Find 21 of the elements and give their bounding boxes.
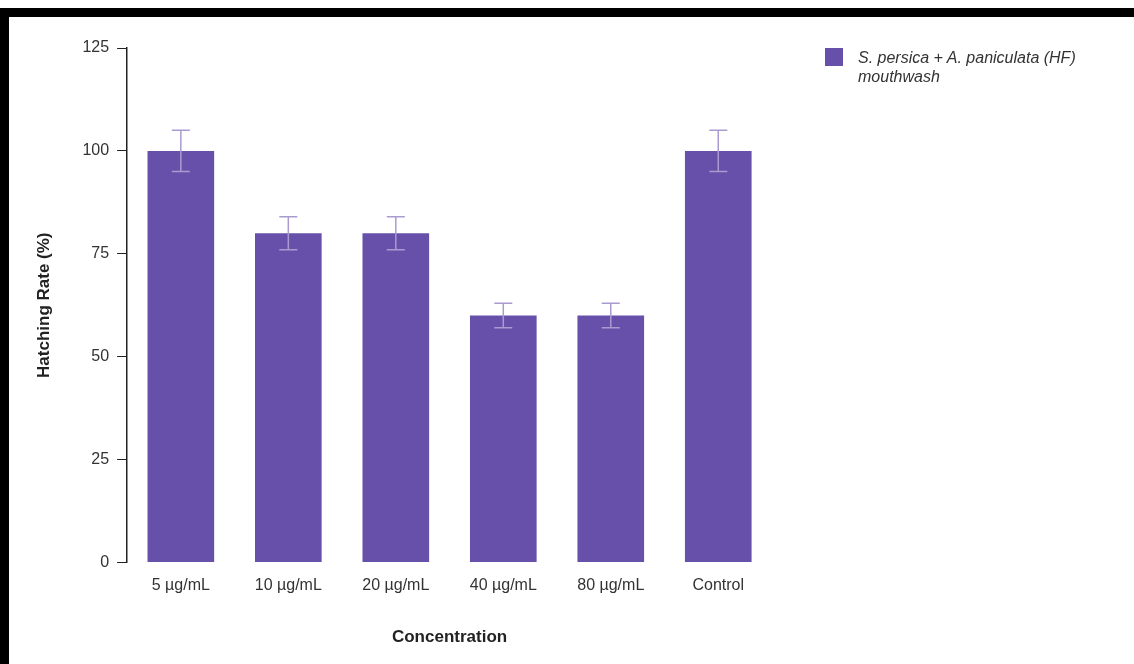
x-axis-title: Concentration bbox=[391, 627, 508, 647]
bar bbox=[255, 233, 322, 562]
y-tick-label: 75 bbox=[91, 244, 110, 262]
x-tick-label: 10 µg/mL bbox=[254, 576, 322, 594]
bar bbox=[469, 315, 537, 562]
bar bbox=[684, 150, 752, 562]
y-tick-label: 25 bbox=[91, 449, 110, 467]
legend-label: S. persica + A. paniculata (HF) mouthwash bbox=[858, 48, 1077, 86]
bar bbox=[362, 233, 430, 562]
bar bbox=[577, 315, 645, 562]
y-tick-label: 100 bbox=[82, 141, 110, 159]
x-tick-label: 40 µg/mL bbox=[469, 576, 537, 594]
y-tick-label: 50 bbox=[91, 347, 110, 365]
x-tick-label: 80 µg/mL bbox=[577, 576, 645, 594]
x-tick-label: Control bbox=[692, 576, 745, 594]
y-axis-title: Hatching Rate (%) bbox=[33, 232, 53, 378]
y-tick-label: 0 bbox=[100, 552, 110, 570]
x-tick-label: 20 µg/mL bbox=[362, 576, 430, 594]
y-tick-label: 125 bbox=[82, 38, 110, 56]
bar bbox=[147, 150, 215, 562]
x-tick-label: 5 µg/mL bbox=[151, 576, 210, 594]
